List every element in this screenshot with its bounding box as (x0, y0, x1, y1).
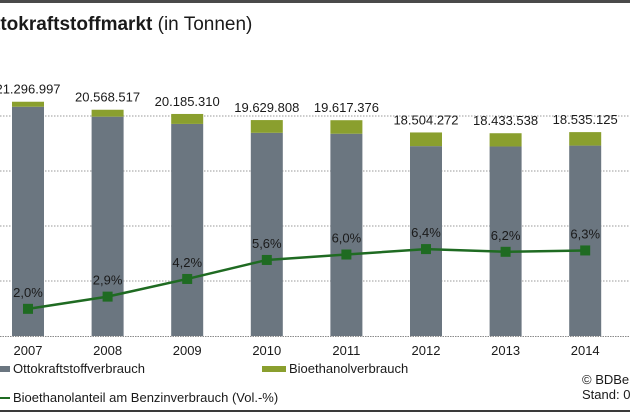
share-line-path (27, 247, 586, 311)
legend-item-ottokraftstoff: Ottokraftstoffverbrauch (0, 361, 145, 376)
share-marker (261, 254, 272, 265)
share-label: 2,9% (93, 273, 123, 288)
share-label: 4,2% (172, 255, 202, 270)
share-line (23, 244, 591, 314)
chart-title-bold: ttokraftstoffmarkt (0, 14, 153, 35)
bars (12, 101, 602, 336)
share-label: 6,0% (332, 231, 362, 246)
bar-ottokraftstoff (489, 146, 522, 336)
share-marker (341, 249, 352, 260)
bar-ottokraftstoff (569, 145, 602, 336)
bar-bioethanol (330, 120, 363, 134)
total-label: 19.629.808 (234, 100, 299, 115)
x-tick-label: 2013 (491, 343, 520, 358)
legend-label: Bioethanolverbrauch (289, 361, 409, 376)
share-marker (23, 303, 33, 314)
x-tick-label: 2009 (173, 343, 202, 358)
bar-bioethanol (12, 101, 44, 107)
source-date: Stand: 06 (582, 387, 630, 402)
legend-label: Ottokraftstoffverbrauch (13, 361, 145, 376)
legend-item-bioethanol: Bioethanolverbrauch (262, 361, 408, 376)
chart-title-unit: (in Tonnen) (152, 14, 253, 35)
bar-ottokraftstoff (250, 132, 283, 336)
bottom-border (0, 410, 630, 412)
x-tick-label: 2012 (412, 343, 441, 358)
total-label: 20.185.310 (155, 94, 220, 109)
x-tick-label: 2008 (93, 343, 122, 358)
top-border (0, 0, 630, 3)
share-marker (421, 244, 431, 255)
total-label: 18.433.538 (473, 113, 538, 128)
share-label: 6,2% (491, 228, 521, 243)
share-marker (182, 273, 193, 284)
total-label: 18.504.272 (393, 112, 458, 127)
share-label: 6,4% (411, 225, 441, 240)
bar-bioethanol (489, 133, 522, 147)
source-copyright: © BDBe (582, 372, 630, 387)
source-credit: © BDBe Stand: 06 (582, 372, 630, 402)
total-label: 18.535.125 (553, 112, 618, 127)
share-label: 2,0% (13, 285, 43, 300)
bar-bioethanol (250, 120, 283, 133)
legend-swatch-green (262, 365, 286, 372)
bar-ottokraftstoff (171, 123, 204, 336)
x-tick-label: 2011 (332, 343, 360, 358)
share-marker (580, 245, 591, 256)
share-marker (500, 246, 511, 257)
total-label: 20.568.517 (75, 90, 140, 105)
total-label: 21.296.997 (0, 82, 61, 97)
legend-swatch-line (0, 396, 10, 399)
chart-title: ttokraftstoffmarkt (in Tonnen) (0, 14, 252, 36)
bar-bioethanol (171, 113, 204, 124)
share-label: 5,6% (252, 236, 282, 251)
data-labels: 21.296.997 20.568.517 20.185.310 19.629.808… (0, 82, 618, 300)
x-tick-label: 2007 (14, 343, 43, 358)
legend-label: Bioethanolanteil am Benzinverbrauch (Vol… (13, 390, 279, 405)
x-tick-label: 2014 (571, 343, 600, 358)
legend-swatch-gray (0, 365, 10, 372)
legend-item-share: Bioethanolanteil am Benzinverbrauch (Vol… (0, 390, 278, 405)
total-label: 19.617.376 (314, 100, 379, 115)
share-marker (102, 291, 113, 302)
bar-ottokraftstoff (410, 146, 442, 336)
x-tick-label: 2010 (252, 343, 281, 358)
bar-ottokraftstoff (330, 133, 363, 336)
bar-bioethanol (91, 109, 124, 117)
bar-bioethanol (410, 132, 442, 147)
bar-bioethanol (569, 132, 602, 146)
share-label: 6,3% (570, 226, 600, 241)
bar-ottokraftstoff (91, 116, 124, 336)
x-axis: 2007 2008 2009 2010 2011 2012 2013 2014 (0, 336, 630, 358)
bar-ottokraftstoff (12, 106, 44, 336)
